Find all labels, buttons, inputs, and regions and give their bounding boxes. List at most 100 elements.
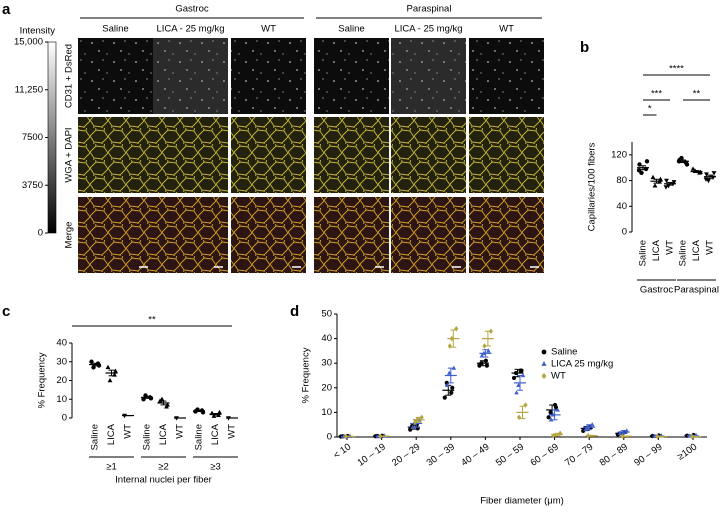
micrograph [153, 197, 228, 273]
colorbar-tick-label: 11,250 [15, 84, 43, 95]
micrograph [314, 197, 389, 273]
x-tick-label: WT [175, 424, 186, 439]
data-point [479, 353, 485, 358]
micrograph [469, 197, 544, 273]
data-point [113, 368, 118, 373]
data-point [644, 159, 650, 164]
y-tick-label: 10 [321, 407, 332, 418]
micrograph [314, 117, 389, 193]
x-tick-label: 30 – 39 [425, 442, 457, 469]
column-label: LICA - 25 mg/kg [156, 24, 224, 35]
y-axis-label: % Frequency [37, 352, 48, 408]
x-tick-label: < 10 [331, 442, 353, 462]
group-title: Paraspinal [407, 4, 452, 15]
y-axis-label: Capillaries/100 fibers [587, 142, 598, 231]
group-label: ≥2 [158, 462, 169, 473]
y-tick-label: 20 [321, 382, 332, 393]
group-label: Paraspinal [674, 285, 719, 296]
data-point [450, 385, 455, 390]
data-point [105, 364, 111, 370]
x-tick-label: 10 – 19 [355, 442, 387, 469]
y-tick-label: 40 [56, 338, 67, 349]
column-label: WT [261, 24, 276, 35]
column-label: Saline [338, 24, 364, 35]
data-point [679, 155, 684, 161]
x-axis-label: Fiber diameter (μm) [480, 496, 564, 507]
data-point [449, 390, 454, 395]
legend-marker [541, 361, 547, 366]
micrograph [78, 38, 153, 114]
legend-label: Saline [551, 347, 577, 358]
data-point [444, 382, 450, 388]
micrograph [469, 38, 544, 114]
data-point [684, 162, 690, 167]
x-tick-label: LICA [691, 239, 702, 261]
micrograph [231, 117, 306, 193]
data-point [711, 171, 717, 176]
colorbar [47, 41, 57, 234]
group-label: ≥1 [106, 462, 117, 473]
data-point [652, 183, 658, 188]
x-tick-label: Saline [678, 240, 689, 266]
data-point [546, 415, 551, 420]
data-point [211, 413, 217, 418]
y-tick-label: 0 [62, 413, 67, 424]
data-point [410, 424, 416, 429]
y-tick-label: 30 [56, 356, 67, 367]
x-tick-label: LICA [651, 239, 662, 261]
panel-letter: c [2, 303, 10, 320]
x-tick-label: 50 – 59 [494, 442, 526, 469]
colorbar-tick-label: 0 [38, 228, 43, 239]
micrograph [78, 117, 153, 193]
x-tick-label: Saline [142, 424, 153, 450]
column-label: Saline [102, 24, 128, 35]
x-tick-label: ≥100 [676, 442, 700, 463]
x-tick-label: LICA [106, 423, 117, 445]
group-label: Gastroc [640, 285, 674, 296]
data-point [658, 176, 663, 182]
data-point [486, 348, 491, 353]
data-point [516, 414, 522, 421]
data-point [663, 185, 669, 190]
y-tick-label: 20 [56, 375, 67, 386]
data-point [484, 363, 489, 368]
micrograph [391, 197, 466, 273]
micrograph-haze [391, 38, 466, 114]
micrograph [153, 117, 228, 193]
y-tick-label: 0 [327, 432, 332, 443]
data-point [671, 180, 677, 185]
x-tick-label: Saline [638, 240, 649, 266]
legend-marker [541, 372, 547, 380]
panel-letter: a [2, 1, 11, 18]
y-tick-label: 40 [616, 201, 627, 212]
x-tick-label: Saline [90, 424, 101, 450]
x-axis-label: Internal nuclei per fiber [115, 475, 212, 486]
x-tick-label: LICA [210, 423, 221, 445]
data-point [159, 396, 165, 402]
y-tick-label: 0 [622, 227, 627, 238]
micrograph [231, 197, 306, 273]
legend-label: LICA 25 mg/kg [551, 359, 613, 370]
data-point [447, 343, 452, 349]
y-tick-label: 10 [56, 394, 67, 405]
data-point [664, 178, 669, 184]
x-tick-label: WT [705, 240, 716, 255]
panel-letter: b [580, 39, 589, 56]
x-tick-label: 70 – 79 [563, 442, 595, 469]
significance-label: ** [693, 89, 701, 100]
significance-label: * [648, 104, 652, 115]
row-label: Merge [64, 222, 75, 249]
significance-label: ** [148, 315, 156, 326]
x-tick-label: 40 – 49 [459, 442, 491, 469]
row-label: WGA + DAPI [64, 127, 75, 182]
micrograph [314, 38, 389, 114]
group-title: Gastroc [175, 4, 209, 15]
significance-label: **** [669, 64, 684, 75]
data-point [523, 402, 528, 408]
data-point [704, 172, 709, 177]
colorbar-tick-label: 7500 [22, 132, 43, 143]
colorbar-tick-label: 15,000 [14, 37, 43, 48]
micrograph-haze [153, 38, 228, 114]
data-point [583, 427, 589, 432]
